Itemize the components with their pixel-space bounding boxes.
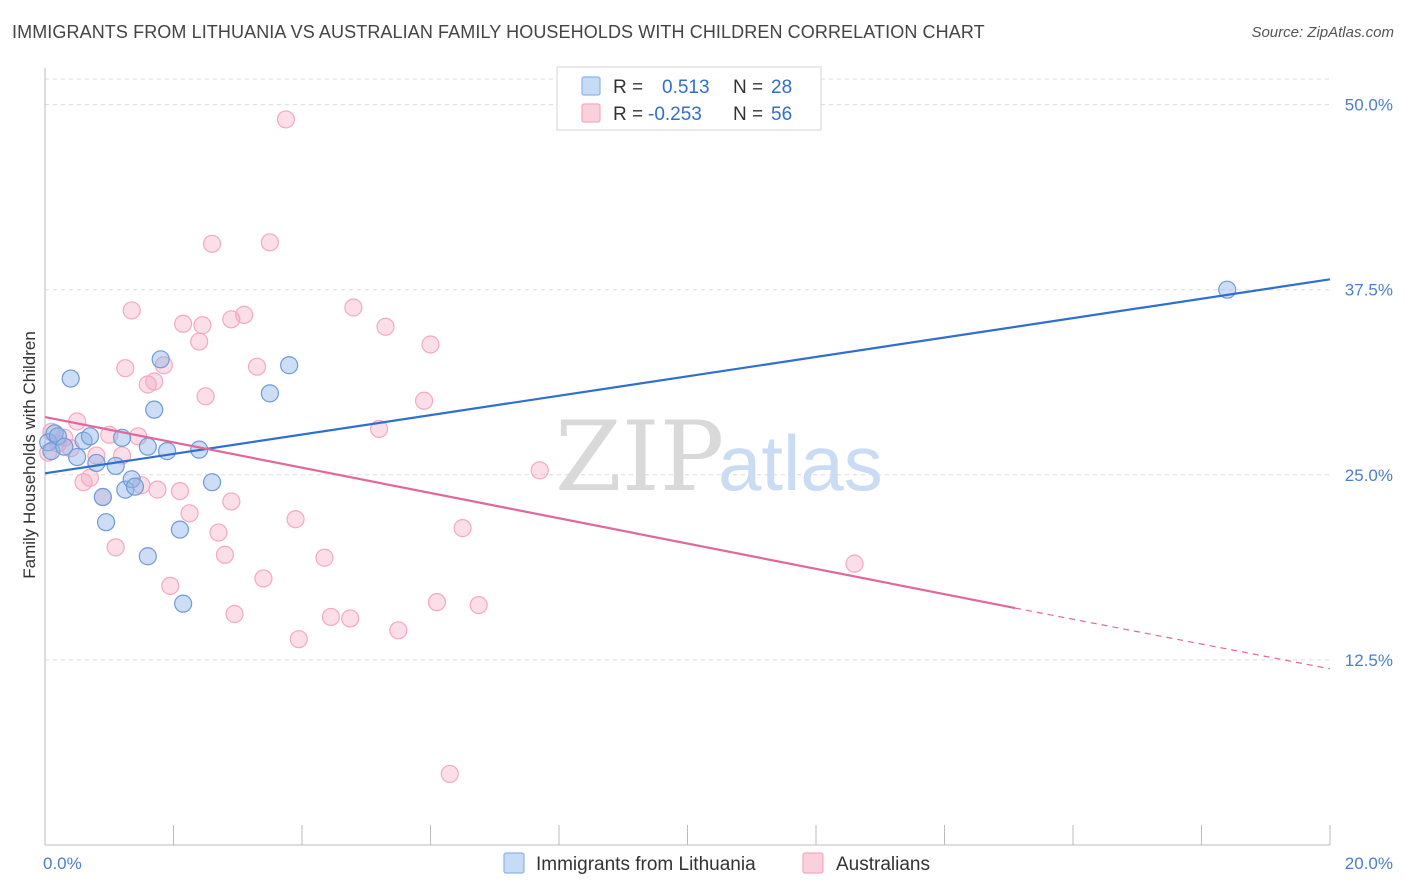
- point-australians: [180, 504, 199, 523]
- point-australians: [222, 492, 241, 511]
- y-tick-labels: 12.5% 25.0% 37.5% 50.0%: [1345, 96, 1393, 670]
- point-australians: [469, 596, 488, 615]
- point-australians: [260, 233, 279, 252]
- bottom-legend-swatch-lithuania: [503, 852, 525, 874]
- bottom-legend-label-australians: Australians: [836, 854, 930, 875]
- grid: [45, 78, 1330, 661]
- series-lithuania: [39, 280, 1237, 613]
- point-australians: [427, 593, 447, 612]
- point-australians: [370, 419, 389, 439]
- y-tick-label: 50.0%: [1345, 96, 1393, 115]
- point-australians: [161, 576, 180, 595]
- chart-title: IMMIGRANTS FROM LITHUANIA VS AUSTRALIAN …: [12, 22, 985, 42]
- trendlines: [44, 278, 1331, 670]
- point-australians: [341, 609, 360, 628]
- point-australians: [289, 630, 308, 649]
- point-australians: [122, 301, 141, 320]
- legend-n-value-australians: 56: [771, 104, 792, 125]
- point-lithuania: [280, 356, 299, 375]
- point-australians: [202, 234, 222, 253]
- point-lithuania: [45, 424, 64, 443]
- point-lithuania: [106, 456, 125, 476]
- point-lithuania: [138, 437, 157, 456]
- point-australians: [254, 569, 273, 588]
- point-australians: [344, 298, 363, 317]
- point-lithuania: [125, 477, 145, 496]
- watermark-atlas: atlas: [718, 419, 883, 507]
- legend-swatch-australians: [581, 103, 601, 123]
- legend-n-label-australians: N =: [733, 104, 763, 125]
- point-lithuania: [138, 547, 157, 566]
- y-tick-label: 25.0%: [1345, 466, 1393, 485]
- point-australians: [112, 446, 132, 465]
- trendline-australians: [44, 415, 1016, 610]
- point-lithuania: [157, 442, 177, 461]
- y-axis-label: Family Households with Children: [20, 331, 39, 579]
- x-tick-min: 0.0%: [43, 854, 82, 873]
- legend-r-value-lithuania: 0.513: [662, 77, 710, 98]
- y-tick-label: 37.5%: [1345, 281, 1393, 300]
- point-australians: [193, 316, 212, 335]
- point-lithuania: [96, 513, 116, 532]
- point-australians: [190, 332, 209, 351]
- point-lithuania: [260, 384, 279, 403]
- legend-n-value-lithuania: 28: [771, 77, 792, 98]
- point-australians: [116, 359, 135, 378]
- point-australians: [225, 604, 244, 624]
- legend-r-value-australians: -0.253: [648, 104, 702, 125]
- point-australians: [845, 554, 864, 573]
- point-lithuania: [48, 427, 67, 446]
- point-lithuania: [170, 520, 190, 539]
- point-lithuania: [61, 369, 80, 388]
- point-australians: [87, 446, 106, 465]
- point-australians: [145, 372, 164, 391]
- bottom-legend-label-lithuania: Immigrants from Lithuania: [536, 854, 756, 875]
- point-australians: [376, 317, 395, 336]
- trendline-lithuania: [44, 278, 1331, 475]
- legend-r-label-lithuania: R =: [613, 77, 643, 98]
- trendline-australians-extension: [1015, 607, 1331, 670]
- point-australians: [174, 314, 193, 333]
- point-australians: [414, 391, 434, 410]
- y-tick-label: 12.5%: [1345, 651, 1393, 670]
- point-lithuania: [202, 473, 222, 492]
- point-lithuania: [145, 400, 164, 419]
- point-australians: [247, 357, 267, 376]
- source-label: Source: ZipAtlas.com: [1251, 24, 1394, 41]
- point-australians: [315, 548, 334, 567]
- legend-n-label-lithuania: N =: [733, 77, 763, 98]
- bottom-legend-swatch-australians: [802, 852, 824, 874]
- point-australians: [170, 481, 190, 501]
- point-australians: [235, 305, 254, 324]
- point-australians: [321, 607, 341, 627]
- point-australians: [148, 480, 167, 499]
- point-lithuania: [55, 437, 74, 456]
- point-australians: [286, 510, 305, 529]
- series-australians: [39, 110, 864, 784]
- legend-r-label-australians: R =: [613, 104, 643, 125]
- top-legend: R = 0.513 N = 28 R = -0.253 N = 56: [556, 66, 822, 131]
- point-lithuania: [80, 427, 100, 446]
- point-australians: [421, 335, 440, 354]
- point-australians: [106, 538, 125, 557]
- point-lithuania: [93, 487, 112, 507]
- point-australians: [453, 519, 472, 538]
- legend-box: [556, 66, 822, 131]
- point-australians: [209, 523, 228, 542]
- point-australians: [530, 461, 549, 480]
- point-australians: [215, 545, 234, 564]
- legend-swatch-lithuania: [581, 76, 601, 96]
- bottom-legend: Immigrants from Lithuania Australians: [503, 852, 930, 875]
- point-lithuania: [87, 453, 106, 473]
- point-australians: [440, 764, 459, 784]
- point-australians: [196, 387, 215, 406]
- point-lithuania: [151, 350, 170, 369]
- point-lithuania: [174, 594, 193, 613]
- point-australians: [276, 110, 296, 129]
- point-australians: [389, 621, 408, 640]
- point-lithuania: [68, 447, 87, 467]
- x-tick-max: 20.0%: [1345, 854, 1393, 873]
- watermark-zip: ZIP: [555, 401, 724, 513]
